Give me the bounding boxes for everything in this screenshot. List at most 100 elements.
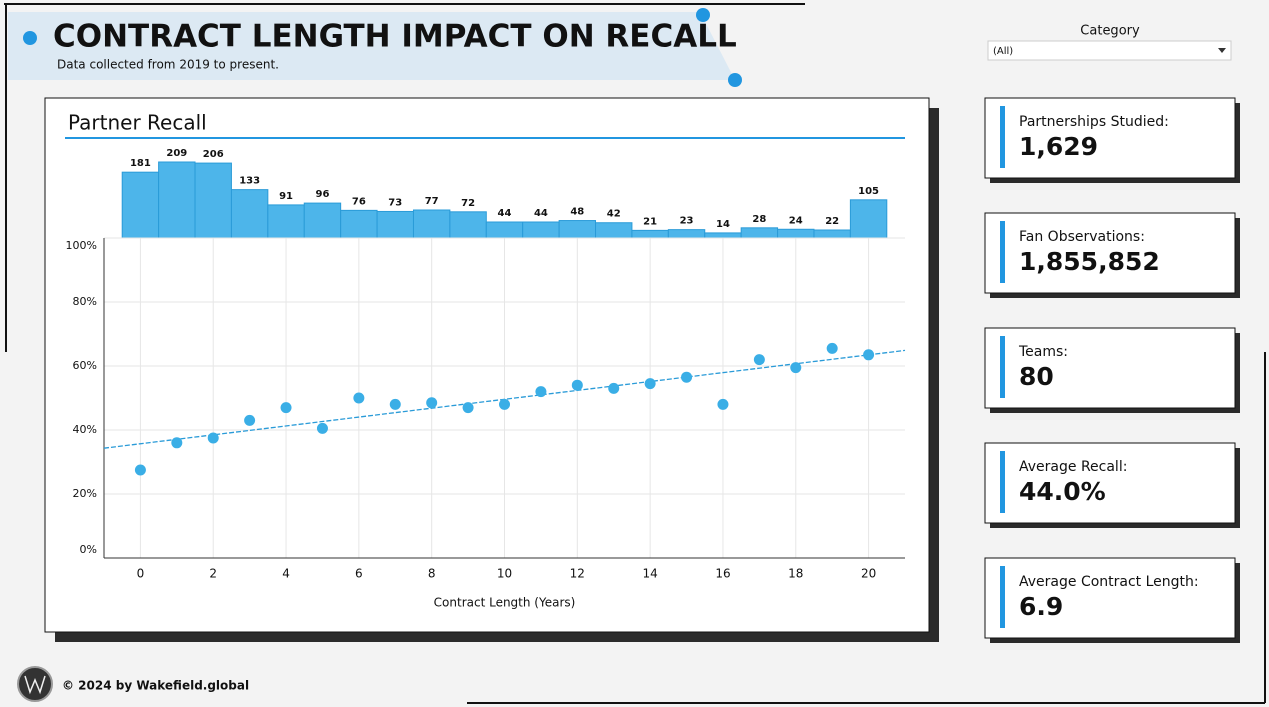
histogram-bar	[522, 221, 560, 239]
card-value: 1,629	[1019, 132, 1098, 161]
filter-dropdown[interactable]	[987, 40, 1232, 61]
card-value: 6.9	[1019, 592, 1063, 621]
y-tick-label: 100%	[66, 239, 97, 252]
histogram-bar	[667, 229, 706, 239]
histogram-bar	[558, 220, 597, 239]
bar-label: 181	[130, 158, 151, 169]
y-tick-label: 0%	[80, 543, 97, 556]
card-value: 44.0%	[1019, 477, 1106, 506]
bar-label: 44	[498, 208, 512, 219]
bar-label: 72	[461, 198, 475, 209]
x-axis-title: Contract Length (Years)	[434, 596, 576, 610]
histogram-bar	[595, 222, 633, 239]
scatter-point	[608, 382, 620, 394]
kpi-card	[984, 327, 1236, 409]
bar-label: 44	[534, 208, 548, 219]
histogram-bar	[849, 199, 888, 239]
kpi-card	[984, 442, 1236, 524]
x-tick-label: 10	[497, 567, 512, 581]
filter-label: Category	[1080, 24, 1140, 39]
scatter-point	[753, 354, 765, 366]
histogram-bar	[158, 161, 196, 239]
histogram-bar	[449, 211, 487, 239]
bar-label: 14	[716, 219, 730, 230]
x-tick-label: 6	[355, 567, 363, 581]
scatter-point	[863, 349, 875, 361]
bar-label: 21	[643, 216, 657, 227]
x-tick-label: 20	[861, 567, 876, 581]
kpi-cards: Partnerships Studied: 1,629 Fan Observatio…	[984, 97, 1240, 643]
x-tick-label: 18	[788, 567, 803, 581]
x-tick-label: 4	[282, 567, 290, 581]
y-tick-label: 80%	[73, 295, 97, 308]
dot	[696, 8, 710, 22]
dropdown-arrow	[1218, 48, 1226, 53]
filter-value: (All)	[993, 46, 1013, 57]
card-accent	[1000, 566, 1005, 628]
histogram-bar	[340, 209, 378, 239]
card-label: Partnerships Studied:	[1019, 114, 1169, 130]
bar-label: 73	[388, 197, 402, 208]
scatter-point	[353, 392, 365, 404]
histogram-bar	[230, 189, 269, 239]
histogram-bar	[740, 227, 779, 239]
x-tick-label: 14	[642, 567, 657, 581]
scatter-point	[499, 398, 510, 410]
x-tick-label: 8	[428, 567, 436, 581]
card-accent	[1000, 451, 1005, 513]
scatter-point	[207, 432, 219, 444]
bar-label: 96	[315, 189, 329, 200]
scatter-point	[826, 342, 838, 354]
panel-title: Partner Recall	[68, 111, 207, 135]
histogram-bar	[485, 221, 524, 239]
dot	[728, 73, 742, 87]
card-label: Fan Observations:	[1019, 229, 1145, 245]
card-accent	[1000, 221, 1005, 283]
scatter-point	[644, 378, 656, 390]
scatter-point	[462, 402, 474, 414]
histogram-bar	[813, 229, 851, 239]
x-tick-label: 16	[715, 567, 730, 581]
card-value: 80	[1019, 362, 1054, 391]
y-tick-label: 20%	[73, 487, 97, 500]
bar-label: 48	[570, 207, 584, 218]
card-accent	[1000, 106, 1005, 168]
dot	[23, 31, 37, 45]
bar-label: 209	[166, 148, 187, 159]
y-tick-label: 60%	[73, 359, 97, 372]
histogram-bar	[303, 202, 342, 239]
scatter-point	[790, 362, 802, 374]
histogram-bar	[267, 204, 305, 239]
scatter-point	[717, 398, 729, 410]
scatter-point	[280, 402, 292, 414]
kpi-card	[984, 557, 1236, 639]
x-tick-label: 12	[570, 567, 585, 581]
scatter-point	[681, 371, 693, 383]
histogram-bar	[376, 210, 414, 239]
page-title: CONTRACT LENGTH IMPACT ON RECALL	[53, 19, 737, 55]
card-accent	[1000, 336, 1005, 398]
bar-label: 206	[203, 149, 224, 160]
bar-label: 22	[825, 216, 839, 227]
histogram-bar	[121, 171, 160, 239]
bar-label: 91	[279, 191, 293, 202]
copyright: © 2024 by Wakefield.global	[62, 679, 249, 693]
card-label: Average Contract Length:	[1019, 574, 1199, 590]
logo	[17, 666, 53, 702]
histogram-bar	[777, 228, 815, 239]
scatter-point	[389, 398, 401, 410]
bar-label: 42	[607, 209, 621, 220]
bar-label: 105	[858, 186, 879, 197]
logo-mark	[24, 675, 46, 695]
frame-top	[4, 3, 805, 352]
scatter-point	[571, 379, 583, 391]
bar-label: 28	[752, 214, 766, 225]
histogram-bar	[412, 209, 451, 239]
frame-bottom	[467, 352, 1266, 704]
scatter-point	[134, 464, 146, 476]
bar-label: 23	[680, 216, 694, 227]
x-tick-label: 2	[209, 567, 217, 581]
scatter-point	[171, 437, 183, 449]
